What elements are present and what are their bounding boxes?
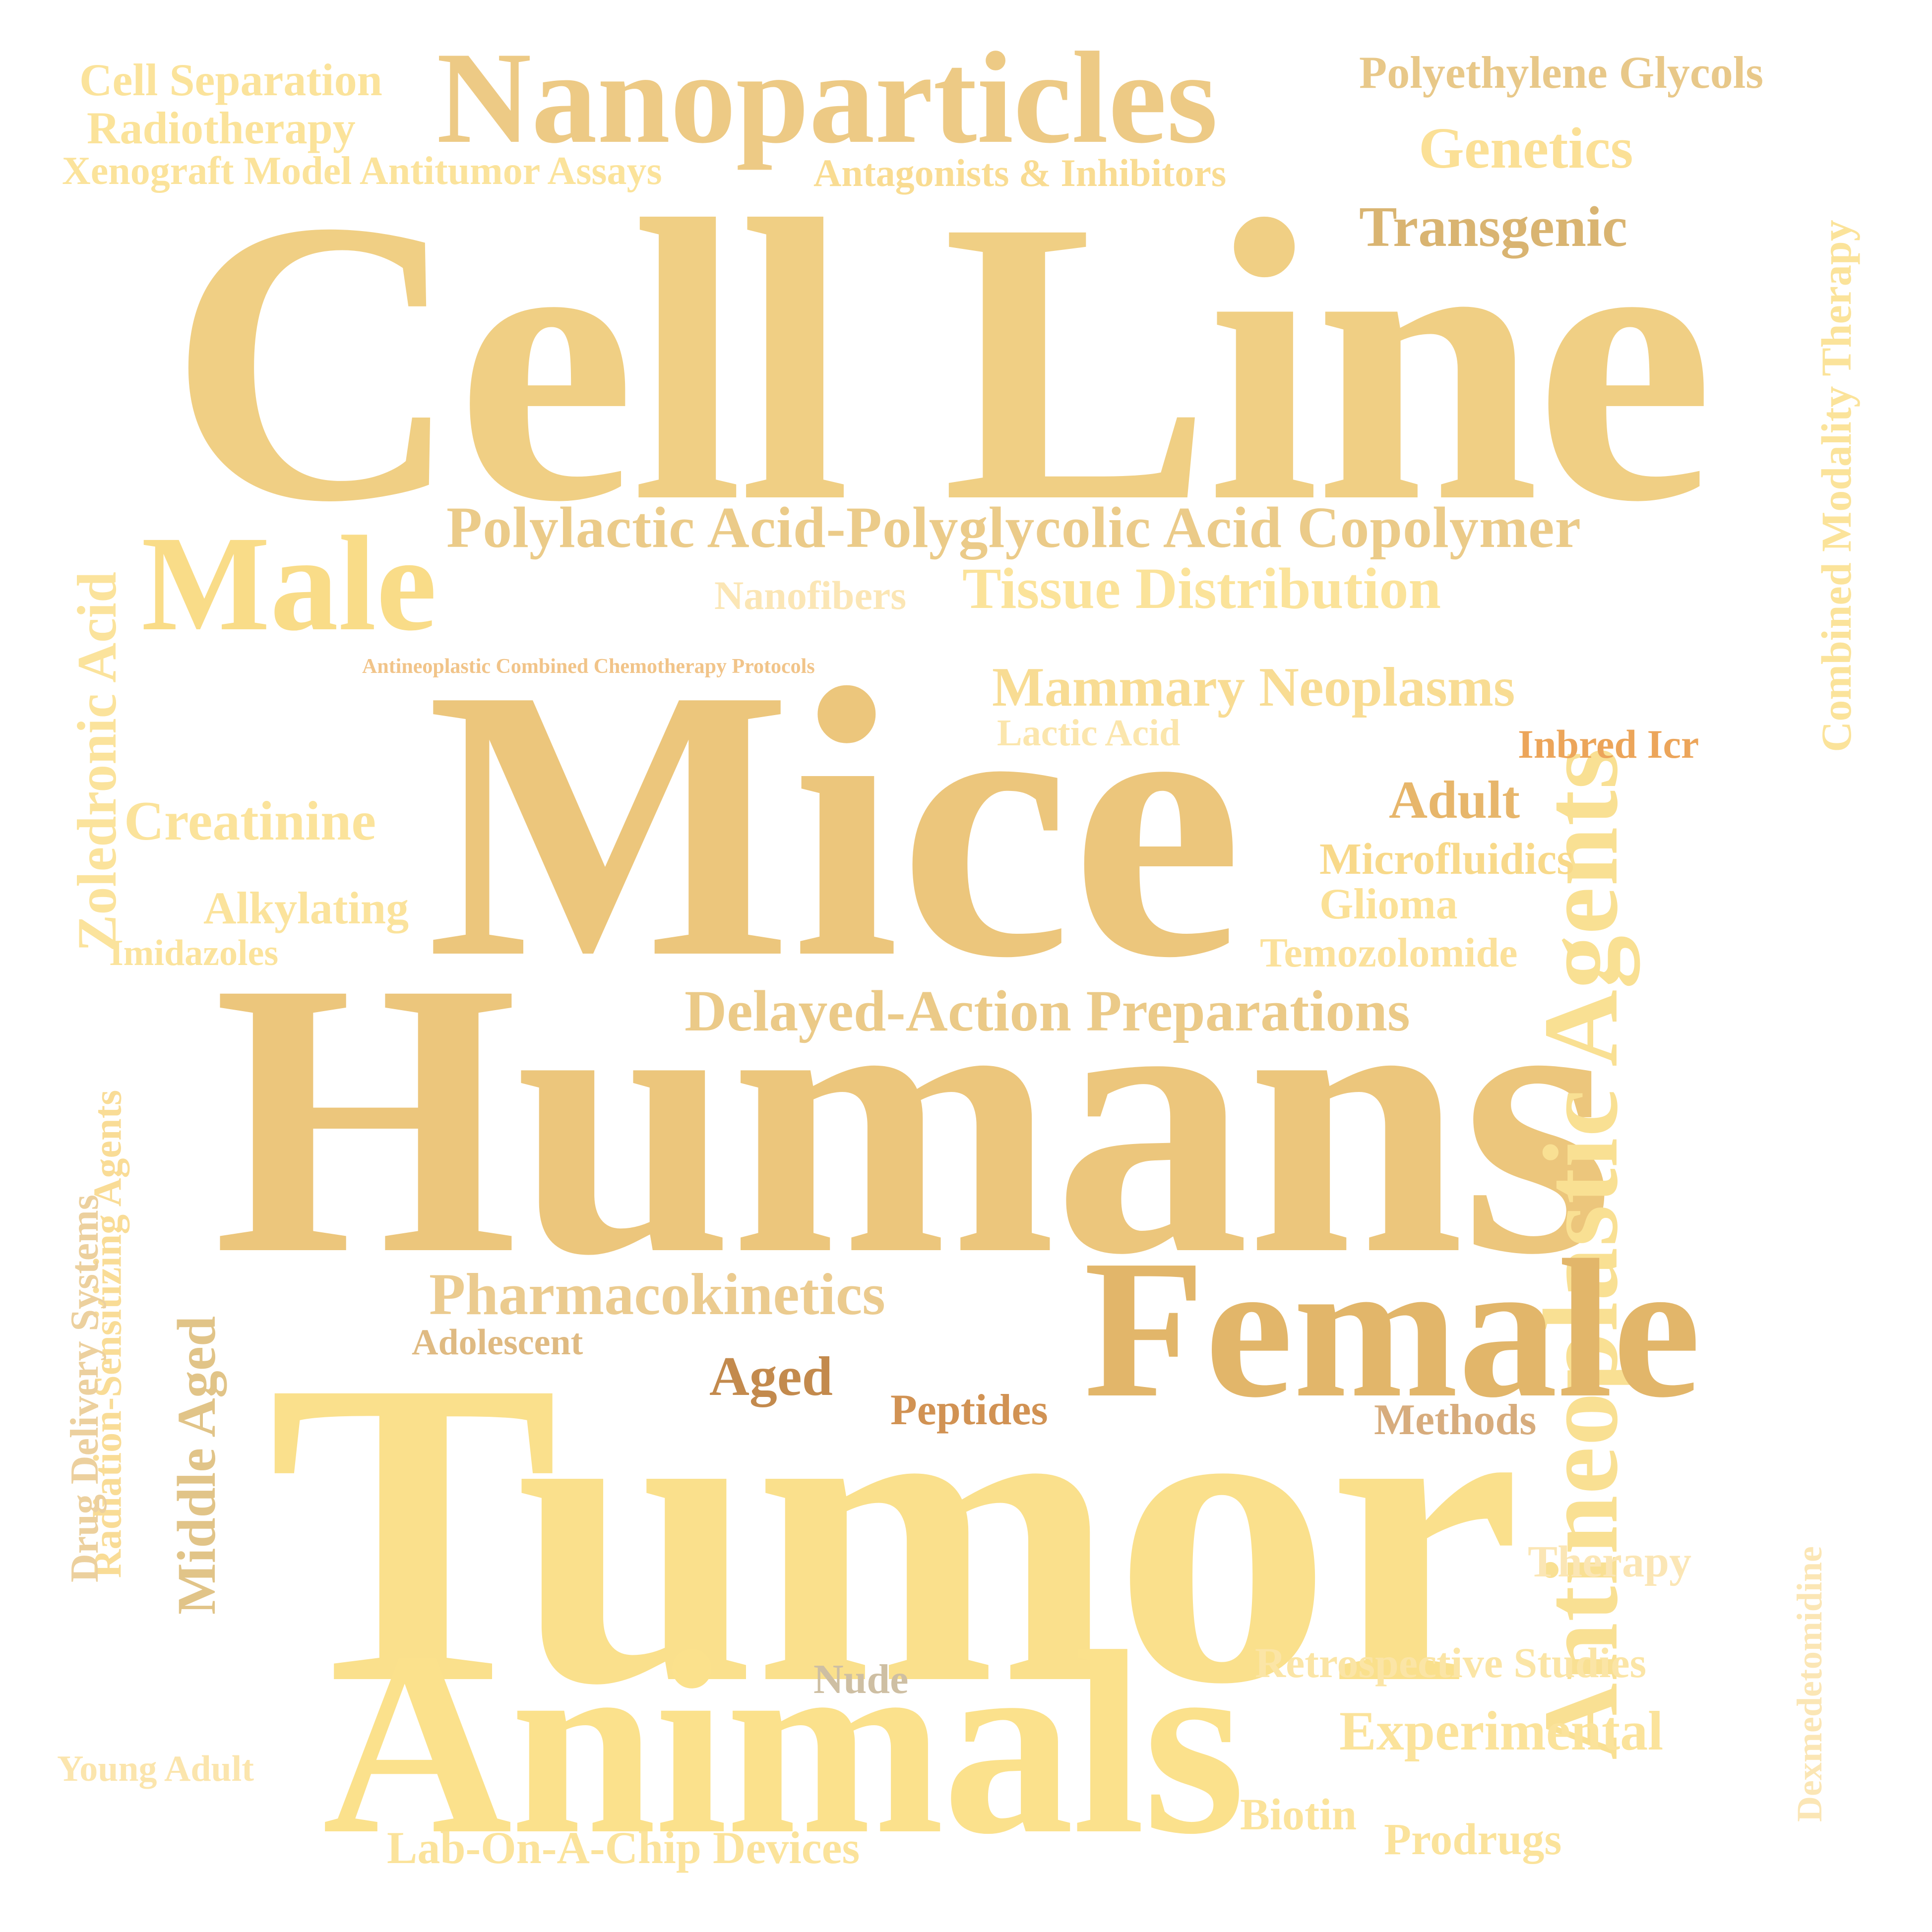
word-polylactic: Polylactic Acid-Polyglycolic Acid Copoly… (446, 495, 1581, 560)
word-experimental: Experimental (1339, 1700, 1664, 1762)
word-polyethylene-glycols: Polyethylene Glycols (1359, 47, 1764, 98)
word-microfluidics: Microfluidics (1319, 835, 1574, 884)
word-nude: Nude (813, 1656, 909, 1702)
word-antagonists: Antagonists & Inhibitors (813, 151, 1227, 194)
word-antineoplastic-combined: Antineoplastic Combined Chemotherapy Pro… (362, 655, 815, 678)
word-tumor: Tumor (268, 1291, 1521, 1774)
word-aged: Aged (709, 1346, 833, 1407)
word-drug-delivery-systems: Drug Delivery Systems (63, 1194, 107, 1583)
word-radiotherapy: Radiotherapy (87, 103, 356, 153)
word-middle-aged: Middle Aged (166, 1316, 227, 1615)
word-lactic-acid: Lactic Acid (997, 712, 1181, 754)
word-zoledronic-acid: Zoledronic Acid (66, 571, 128, 952)
word-nanoparticles: Nanoparticles (436, 25, 1218, 171)
word-imidazoles: Imidazoles (109, 933, 279, 973)
word-glioma: Glioma (1319, 880, 1458, 928)
word-pharmacokinetics: Pharmacokinetics (429, 1261, 885, 1327)
word-tissue-distribution: Tissue Distribution (962, 556, 1441, 621)
word-humans: Humans (213, 901, 1614, 1335)
word-mice: Mice (427, 609, 1243, 1037)
word-animals: Animals (322, 1597, 1246, 1888)
word-retrospective-studies: Retrospective Studies (1255, 1639, 1647, 1687)
word-biotin: Biotin (1240, 1790, 1357, 1839)
word-therapy: Therapy (1528, 1537, 1692, 1586)
word-combined-modality: Combined Modality Therapy (1812, 220, 1860, 752)
word-cell-separation: Cell Separation (79, 55, 382, 105)
word-methods: Methods (1374, 1396, 1537, 1444)
word-dexmedetomidine: Dexmedetomidine (1789, 1546, 1829, 1822)
word-male: Male (141, 508, 437, 659)
word-adult: Adult (1389, 771, 1520, 830)
word-lab-on-a-chip: Lab-On-A-Chip Devices (387, 1822, 860, 1873)
word-cell-line: Cell Line (169, 137, 1714, 585)
word-xenograft: Xenograft Model Antitumor Assays (62, 149, 662, 193)
word-mammary-neoplasms: Mammary Neoplasms (992, 657, 1515, 718)
word-peptides: Peptides (890, 1386, 1048, 1434)
word-adolescent: Adolescent (412, 1322, 583, 1363)
word-creatinine: Creatinine (124, 790, 376, 852)
word-young-adult: Young Adult (57, 1749, 254, 1789)
word-nanofibers: Nanofibers (714, 573, 907, 618)
word-temozolomide: Temozolomide (1260, 930, 1518, 976)
word-delayed-action: Delayed-Action Preparations (685, 978, 1410, 1043)
word-inbred-icr: Inbred Icr (1518, 722, 1699, 767)
word-alkylating: Alkylating (203, 883, 409, 933)
word-transgenic: Transgenic (1359, 195, 1627, 258)
word-female: Female (1084, 1219, 1701, 1439)
word-genetics: Genetics (1419, 116, 1633, 181)
word-prodrugs: Prodrugs (1384, 1815, 1562, 1864)
